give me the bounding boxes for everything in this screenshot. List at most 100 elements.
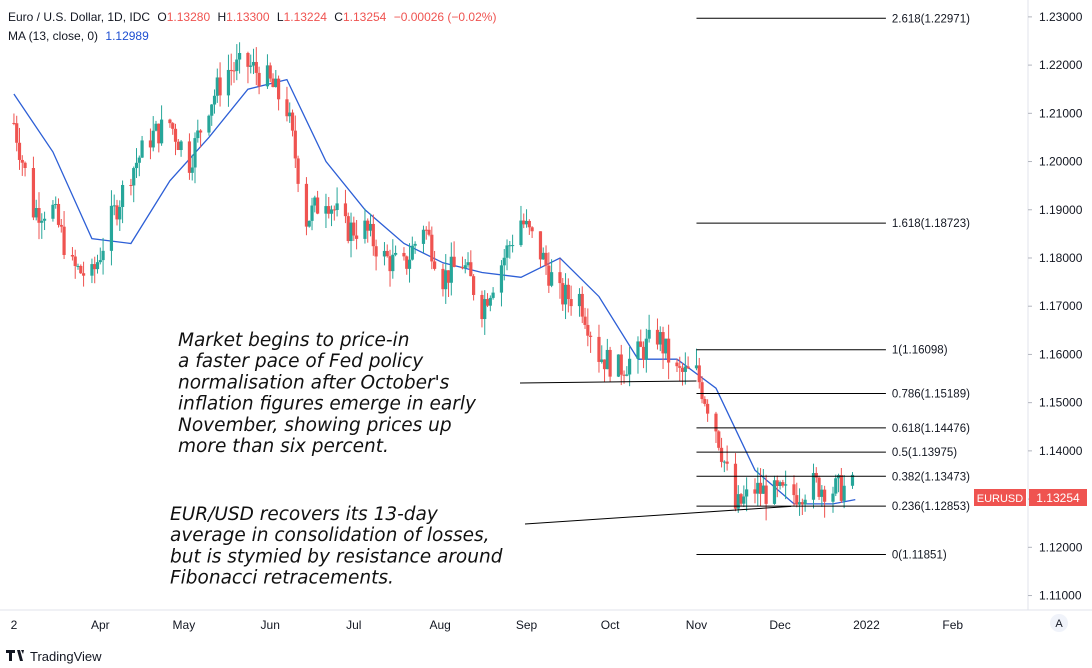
candle-up — [120, 184, 125, 207]
candle-down — [469, 262, 473, 277]
annotation-text: Market begins to price-in a faster pace o… — [178, 330, 477, 457]
candle-up — [90, 264, 94, 276]
auto-scale-button[interactable] — [1050, 614, 1068, 632]
candle-up — [368, 223, 373, 231]
candle-down — [602, 359, 607, 370]
moving-average-line — [13, 78, 856, 505]
candle-up — [842, 485, 846, 501]
candle-up — [483, 299, 487, 320]
candle-down — [661, 332, 665, 354]
candle-up — [382, 250, 387, 257]
tradingview-wordmark: TradingView — [30, 649, 102, 664]
candle-down — [619, 354, 623, 375]
time-axis-label: Oct — [601, 618, 620, 632]
candle-down — [566, 284, 570, 300]
candle-down — [472, 276, 476, 295]
candle-up — [210, 104, 214, 116]
candle-down — [343, 203, 348, 217]
fib-level-label: 1.618(1.18723) — [892, 218, 970, 230]
candle-up — [112, 205, 116, 207]
candle-up — [76, 265, 80, 267]
candle-down — [354, 235, 359, 239]
candle-up — [196, 130, 200, 139]
tradingview-logo[interactable]: TradingView — [6, 649, 102, 664]
candle-down — [129, 184, 133, 186]
auto-scale-label: A — [1055, 618, 1063, 630]
candle-up — [207, 115, 211, 133]
candle-up — [190, 167, 194, 173]
candle-down — [385, 250, 389, 257]
candle-down — [62, 226, 66, 255]
candle-up — [118, 206, 122, 220]
candle-up — [313, 197, 317, 206]
candle-down — [304, 183, 309, 227]
candle-down — [823, 489, 827, 502]
candle-down — [764, 485, 768, 504]
candle-down — [485, 299, 490, 306]
candle-down — [753, 489, 757, 494]
annotation-line: but is stymied by resistance around — [170, 546, 503, 567]
candle-up — [444, 270, 448, 290]
fibonacci-layer[interactable]: 2.618(1.22971) 1.618(1.18723) 1(1.16098) 0.… — [696, 13, 970, 561]
candle-up — [761, 485, 765, 494]
candle-up — [778, 482, 782, 486]
candle-down — [622, 374, 626, 376]
annotation-line: a faster pace of Fed policy — [178, 351, 424, 372]
candle-down — [366, 220, 370, 231]
annotation-line: normalisation after October's — [178, 372, 450, 393]
candle-down — [93, 264, 97, 270]
price-axis[interactable]: 1.23000 1.22000 1.21000 1.20000 1.19000 1.180… — [1028, 10, 1083, 603]
fib-level-label: 0.5(1.13975) — [892, 447, 957, 459]
candle-down — [460, 266, 465, 269]
candle-up — [42, 218, 47, 221]
candle-down — [374, 246, 378, 257]
annotation-pointer — [519, 380, 697, 384]
candle-down — [346, 216, 350, 242]
candle-down — [20, 159, 24, 163]
candle-down — [79, 265, 83, 274]
change-value: −0.00026 (−0.02%) — [394, 10, 497, 24]
candle-up — [742, 496, 746, 504]
candle-down — [187, 141, 192, 173]
time-axis[interactable]: 2 Apr May Jun Jul Aug Sep Oct Nov Dec 2022 Feb — [11, 618, 964, 632]
candle-up — [508, 245, 512, 247]
time-axis-label: 2 — [11, 618, 18, 632]
candle-down — [430, 234, 434, 262]
symbol-title: Euro / U.S. Dollar, 1D, IDC — [8, 10, 150, 24]
ma-value: 1.12989 — [105, 29, 149, 43]
price-tag-text: 1.13254 — [1036, 491, 1080, 505]
candle-up — [98, 260, 102, 263]
candle-down — [706, 403, 710, 414]
candle-up — [137, 157, 141, 163]
candle-down — [173, 128, 178, 142]
symbol-tag-text: EURUSD — [977, 493, 1024, 505]
time-axis-label: Apr — [91, 618, 110, 632]
price-axis-label: 1.19000 — [1039, 203, 1083, 217]
candle-down — [480, 294, 484, 320]
candle-down — [544, 252, 548, 266]
candle-down — [424, 229, 428, 231]
candle-up — [524, 220, 529, 225]
candle-up — [694, 365, 699, 369]
price-axis-label: 1.23000 — [1039, 10, 1083, 24]
candle-up — [511, 245, 515, 247]
candle-down — [586, 324, 590, 336]
candle-up — [159, 119, 164, 144]
time-axis-label: Jun — [261, 618, 280, 632]
candle-down — [725, 461, 729, 464]
candle-down — [218, 77, 222, 96]
candle-down — [580, 293, 584, 317]
price-axis-label: 1.11000 — [1039, 589, 1082, 603]
open-value: 1.13280 — [167, 10, 211, 24]
candle-down — [332, 209, 336, 211]
candle-down — [327, 206, 331, 214]
candle-down — [697, 365, 701, 383]
ma-legend: MA (13, close, 0) 1.12989 — [8, 29, 149, 43]
time-axis-label: Sep — [516, 618, 538, 632]
close-value: 1.13254 — [343, 10, 387, 24]
candle-up — [658, 332, 662, 345]
candle-up — [151, 130, 155, 148]
candle-down — [641, 346, 646, 360]
candle-down — [296, 158, 300, 184]
